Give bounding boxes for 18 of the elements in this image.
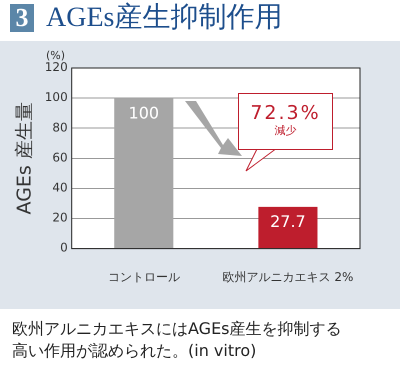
data-label: 27.7 xyxy=(270,212,306,232)
y-axis-title: AGEs 産生量 xyxy=(13,102,36,214)
y-tick-label: 20 xyxy=(52,210,68,225)
x-tick-label: コントロール xyxy=(108,270,180,284)
text: 3 xyxy=(10,3,34,32)
y-tick-label: 0 xyxy=(60,240,68,255)
annotation: 72.3% xyxy=(249,102,322,124)
y-tick-label: 80 xyxy=(52,120,68,134)
text: (%) xyxy=(46,49,66,62)
chart-title: AGEs産生抑制作用 xyxy=(46,1,282,35)
annotation: 減少 xyxy=(274,124,298,138)
y-tick-label: 40 xyxy=(52,180,68,195)
y-tick-label: 100 xyxy=(44,90,68,104)
y-tick-label: 60 xyxy=(52,150,68,164)
data-label: 100 xyxy=(128,103,160,122)
text: 欧州アルニカエキスにはAGEs産生を抑制する高い作用が認められた。(in vitro) xyxy=(12,318,342,362)
y-tick-label: 120 xyxy=(44,60,68,74)
x-tick-label: 欧州アルニカエキス 2% xyxy=(222,270,354,284)
